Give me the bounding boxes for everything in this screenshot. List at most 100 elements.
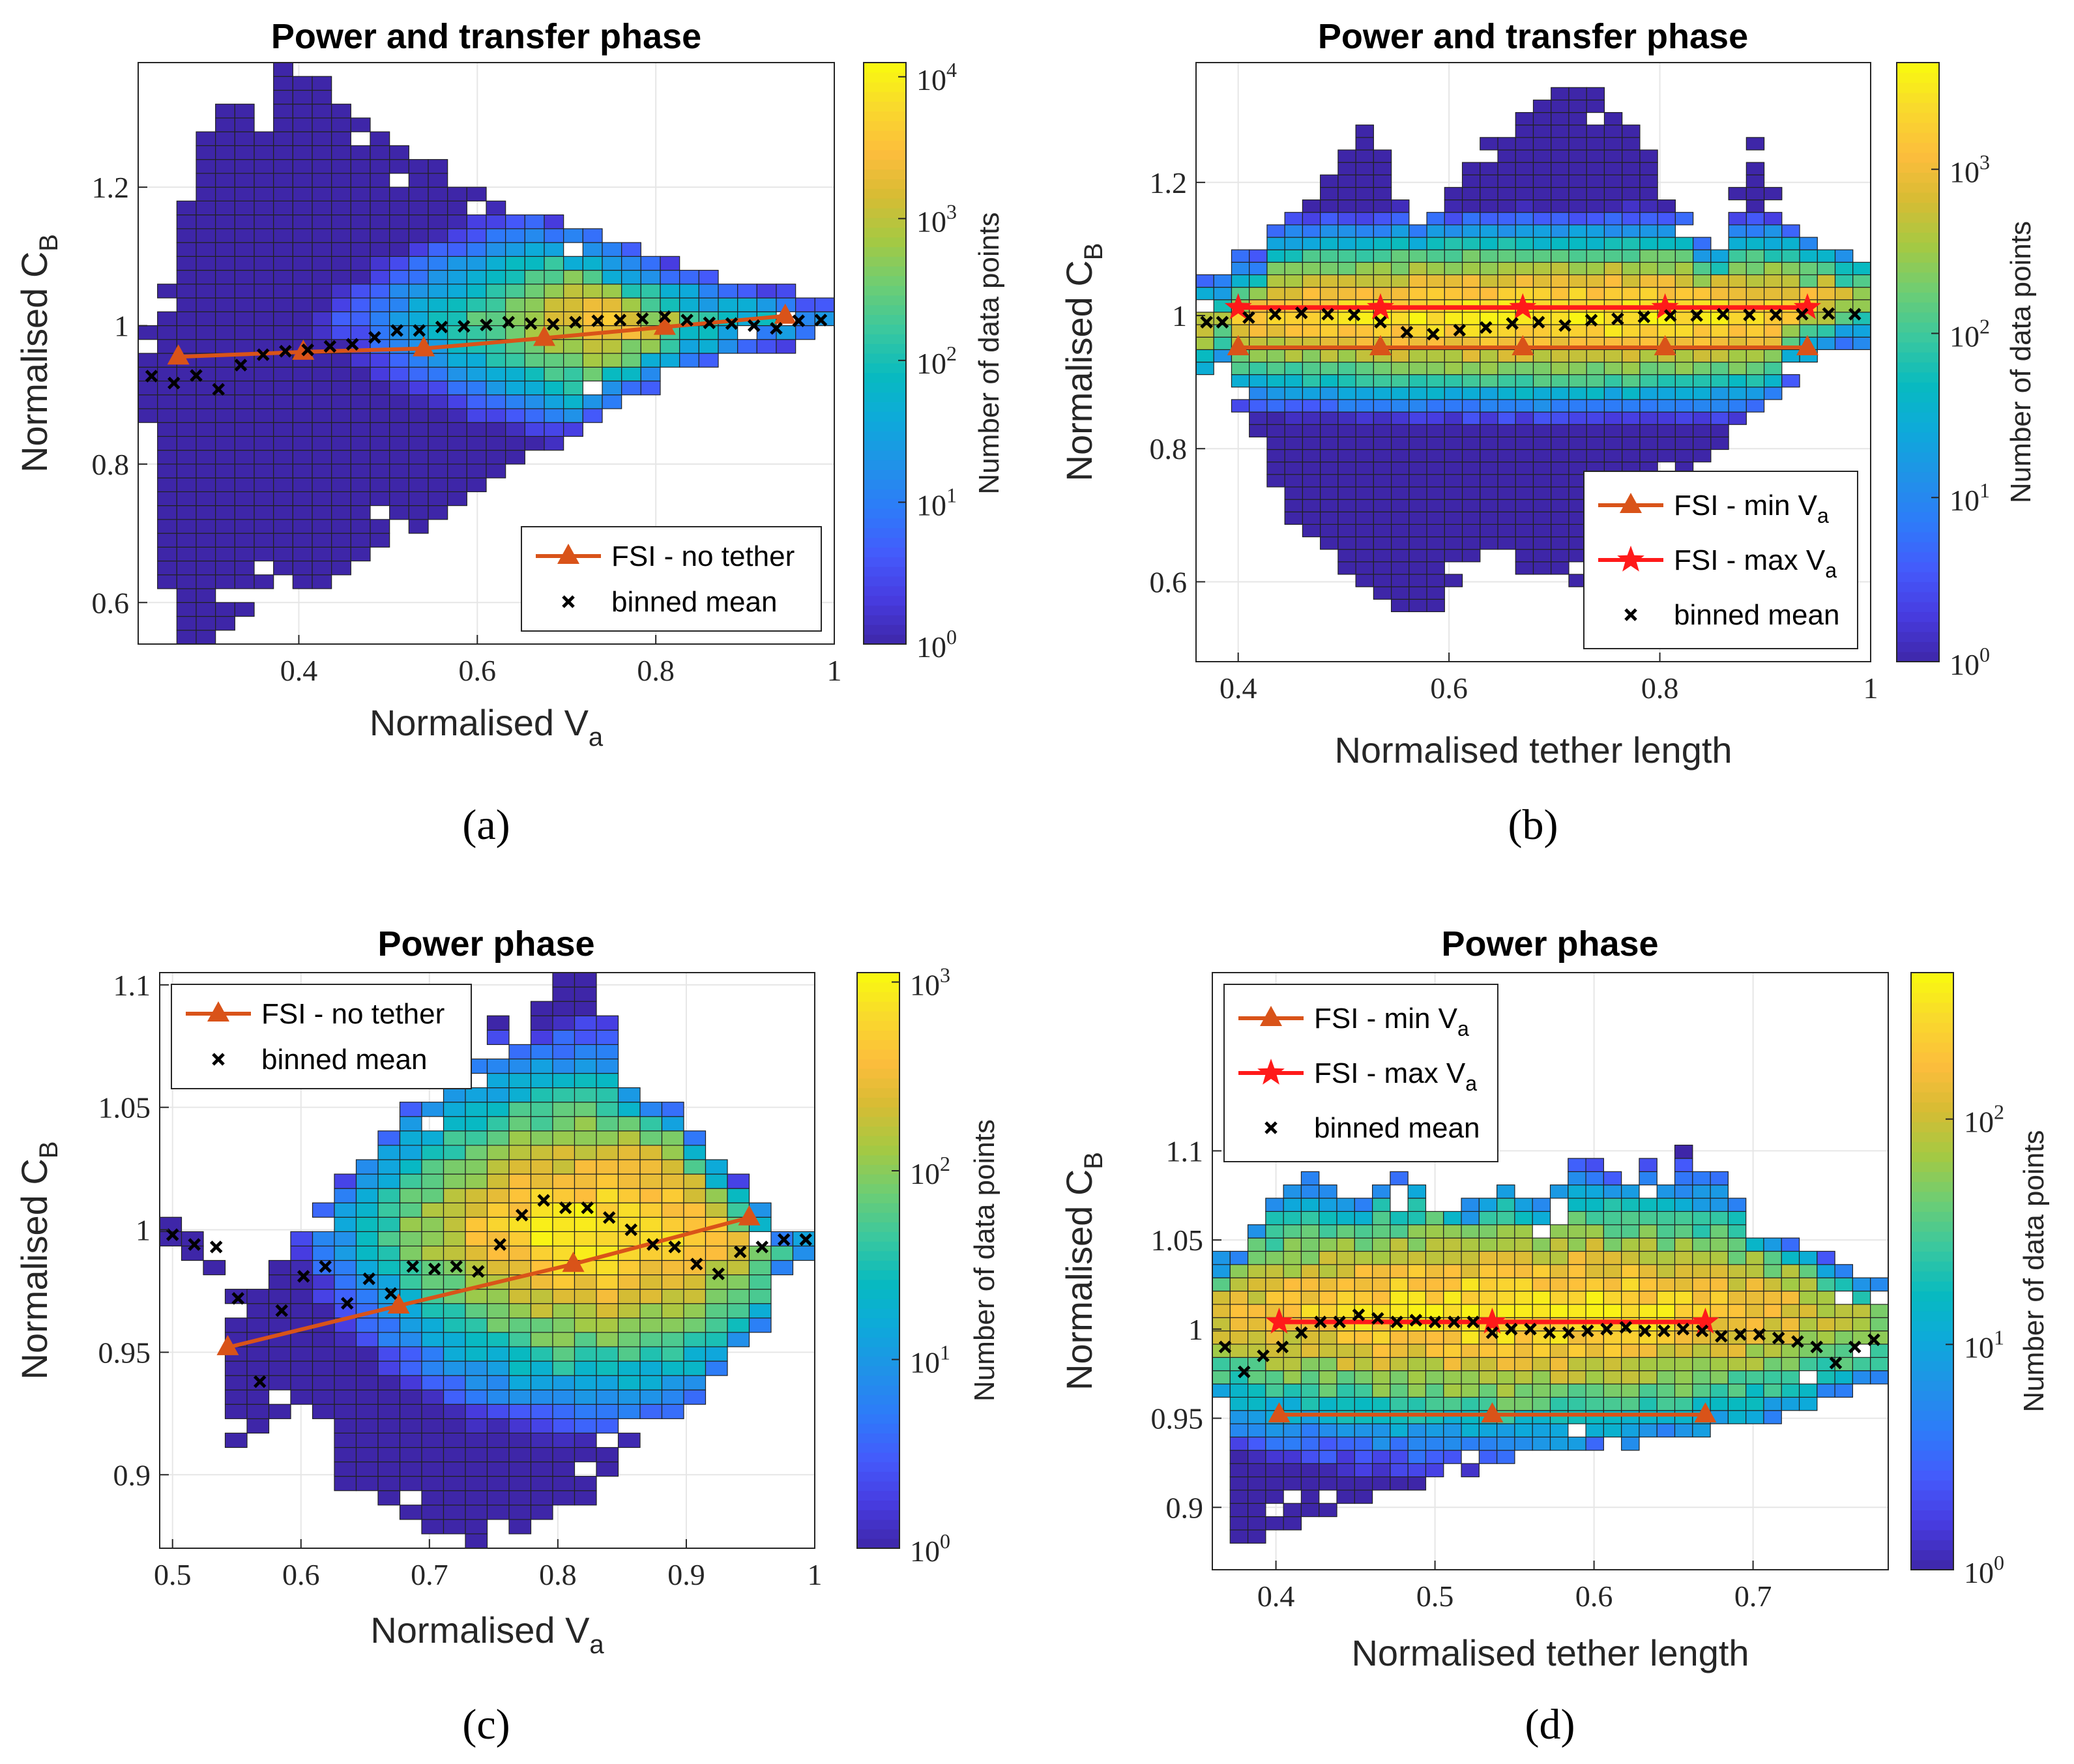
histogram-cell bbox=[574, 1173, 597, 1189]
colorbar-segment bbox=[864, 479, 906, 490]
histogram-cell bbox=[530, 1087, 553, 1103]
histogram-cell bbox=[1674, 1383, 1693, 1398]
histogram-cell bbox=[1532, 125, 1552, 138]
histogram-cell bbox=[574, 1087, 597, 1103]
histogram-cell bbox=[1354, 1463, 1373, 1478]
histogram-cell bbox=[350, 366, 371, 382]
histogram-cell bbox=[1409, 374, 1427, 388]
colorbar-segment bbox=[1897, 172, 1939, 183]
histogram-cell bbox=[486, 1418, 510, 1433]
histogram-cell bbox=[428, 214, 448, 229]
histogram-cell bbox=[138, 408, 158, 423]
histogram-cell bbox=[215, 145, 235, 160]
colorbar-segment bbox=[1897, 192, 1939, 203]
histogram-cell bbox=[574, 1476, 597, 1492]
histogram-cell bbox=[1817, 1290, 1835, 1305]
histogram-cell bbox=[639, 1130, 663, 1146]
colorbar-segment bbox=[864, 188, 906, 199]
histogram-cell bbox=[334, 1461, 357, 1477]
binned-mean-marker bbox=[1658, 1324, 1671, 1338]
histogram-cell bbox=[389, 408, 409, 423]
binned-mean-marker bbox=[1294, 1326, 1308, 1340]
histogram-cell bbox=[1355, 274, 1374, 288]
histogram-cell bbox=[370, 269, 390, 285]
histogram-cell bbox=[1407, 1344, 1427, 1358]
histogram-cell bbox=[1603, 1277, 1622, 1292]
histogram-cell bbox=[312, 505, 332, 520]
histogram-cell bbox=[408, 380, 429, 396]
histogram-cell bbox=[1781, 261, 1800, 276]
histogram-cell bbox=[1656, 1304, 1676, 1318]
histogram-cell bbox=[1444, 499, 1463, 512]
colorbar-segment bbox=[864, 421, 906, 432]
colorbar-segment bbox=[864, 585, 906, 596]
colorbar-segment bbox=[864, 440, 906, 451]
colorbar-segment bbox=[1911, 1191, 1953, 1202]
histogram-cell bbox=[292, 366, 313, 382]
histogram-cell bbox=[234, 186, 255, 201]
histogram-cell bbox=[377, 1317, 401, 1333]
histogram-cell bbox=[486, 1447, 510, 1463]
colorbar-segment bbox=[1897, 82, 1939, 93]
histogram-cell bbox=[331, 408, 351, 423]
histogram-cell bbox=[1728, 399, 1747, 413]
histogram-cell bbox=[1444, 549, 1463, 563]
histogram-cell bbox=[421, 1476, 445, 1492]
histogram-cell bbox=[1229, 1516, 1249, 1531]
histogram-cell bbox=[399, 1389, 422, 1405]
binned-mean-marker bbox=[390, 324, 403, 337]
histogram-cell bbox=[1461, 1250, 1480, 1265]
histogram-cell bbox=[331, 159, 351, 174]
histogram-cell bbox=[1443, 1277, 1462, 1292]
histogram-cell bbox=[552, 1015, 576, 1031]
colorbar-segment bbox=[1897, 282, 1939, 293]
histogram-cell bbox=[1745, 349, 1765, 363]
histogram-cell bbox=[1497, 1396, 1515, 1411]
histogram-cell bbox=[756, 284, 777, 299]
histogram-cell bbox=[544, 353, 564, 368]
histogram-cell bbox=[1834, 287, 1854, 301]
histogram-cell bbox=[552, 1159, 576, 1175]
histogram-cell bbox=[1834, 249, 1854, 263]
colorbar-segment bbox=[857, 1001, 899, 1012]
histogram-cell bbox=[1745, 1290, 1764, 1305]
histogram-cell bbox=[1480, 237, 1498, 250]
histogram-cell bbox=[234, 131, 255, 147]
histogram-cell bbox=[574, 1145, 597, 1160]
histogram-cell bbox=[1710, 1383, 1729, 1398]
histogram-cell bbox=[1265, 1211, 1284, 1226]
binned-mean-marker bbox=[1810, 1340, 1823, 1353]
histogram-cell bbox=[1407, 1450, 1427, 1464]
histogram-cell bbox=[1336, 1436, 1355, 1451]
histogram-cell bbox=[1674, 324, 1694, 338]
histogram-cell bbox=[1373, 574, 1392, 587]
histogram-cell bbox=[389, 214, 409, 229]
histogram-cell bbox=[661, 1332, 684, 1347]
histogram-cell bbox=[1284, 249, 1304, 263]
histogram-cell bbox=[639, 1216, 663, 1232]
histogram-cell bbox=[1373, 523, 1392, 538]
histogram-cell bbox=[1515, 448, 1534, 463]
binned-mean-marker bbox=[814, 314, 828, 327]
histogram-cell bbox=[486, 228, 506, 243]
histogram-cell bbox=[486, 1072, 510, 1089]
histogram-cell bbox=[334, 1173, 357, 1189]
histogram-cell bbox=[1300, 1198, 1320, 1212]
histogram-cell bbox=[1444, 274, 1463, 288]
histogram-cell bbox=[1745, 1370, 1764, 1385]
histogram-cell bbox=[639, 1116, 663, 1132]
histogram-cell bbox=[524, 366, 545, 382]
colorbar-tick-label: 103 bbox=[916, 199, 957, 238]
histogram-cell bbox=[1621, 1277, 1640, 1292]
histogram-cell bbox=[1674, 287, 1694, 301]
histogram-cell bbox=[1407, 1330, 1427, 1345]
histogram-cell bbox=[486, 297, 506, 312]
histogram-cell bbox=[1763, 1317, 1782, 1332]
histogram-cell bbox=[215, 366, 235, 382]
histogram-cell bbox=[254, 145, 274, 160]
histogram-cell bbox=[1372, 1450, 1391, 1464]
histogram-cell bbox=[795, 325, 815, 340]
histogram-cell bbox=[377, 1188, 401, 1203]
histogram-cell bbox=[466, 186, 487, 201]
histogram-cell bbox=[596, 1044, 619, 1060]
